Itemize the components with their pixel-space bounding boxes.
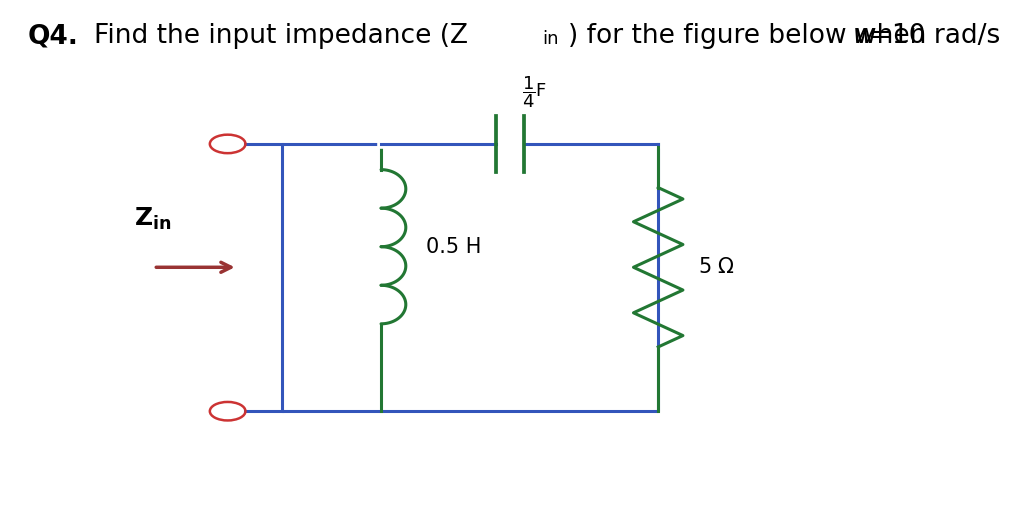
Text: Find the input impedance (Z: Find the input impedance (Z: [94, 23, 468, 49]
Text: in: in: [543, 30, 559, 48]
Text: $\dfrac{1}{4}$F: $\dfrac{1}{4}$F: [522, 75, 547, 111]
Text: Q4.: Q4.: [28, 23, 79, 49]
Text: 5 $\Omega$: 5 $\Omega$: [697, 258, 735, 277]
Text: ) for the figure below when: ) for the figure below when: [568, 23, 935, 49]
Text: $\mathbf{Z}_{\mathbf{in}}$: $\mathbf{Z}_{\mathbf{in}}$: [133, 206, 171, 231]
Text: =10 rad/s: =10 rad/s: [870, 23, 1000, 49]
Text: 0.5 H: 0.5 H: [426, 237, 481, 256]
Text: w: w: [853, 23, 874, 49]
